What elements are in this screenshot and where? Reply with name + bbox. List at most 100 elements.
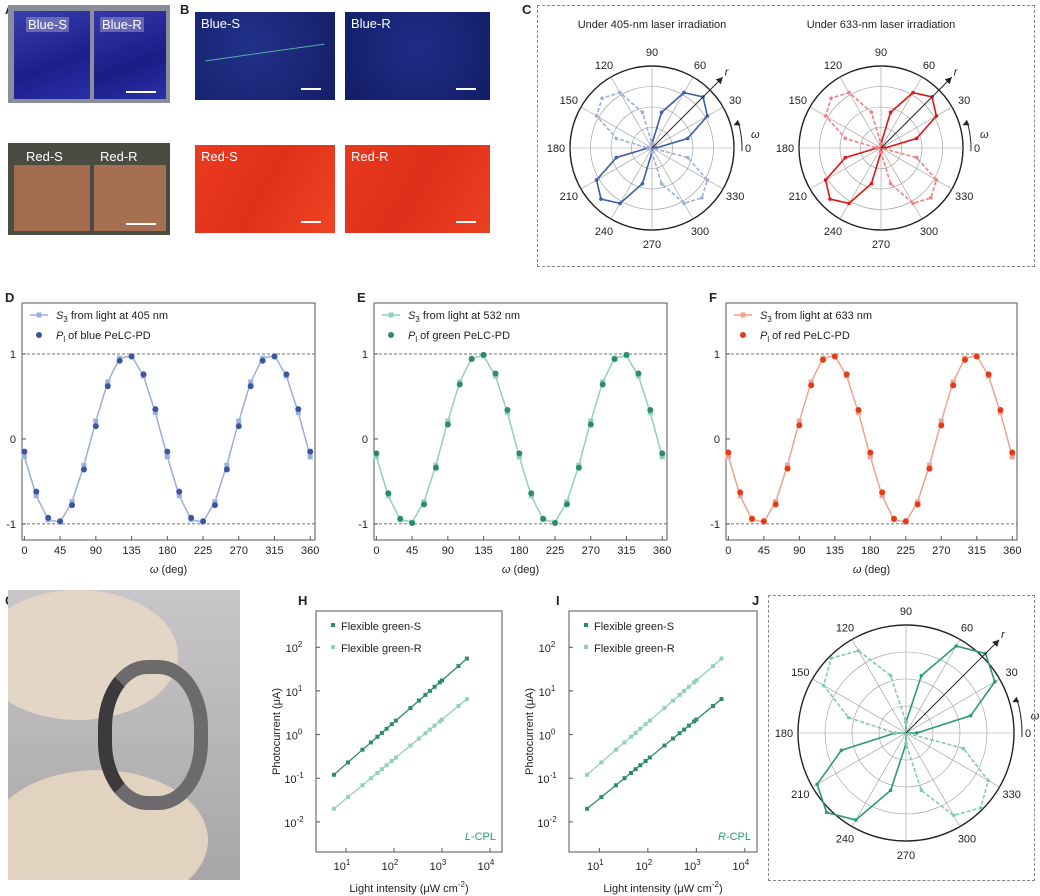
data-point — [904, 720, 908, 724]
data-point-circle — [468, 356, 475, 363]
data-point — [408, 705, 413, 710]
data-point — [670, 698, 675, 703]
y-tick-label: 102 — [286, 640, 303, 655]
legend-entry: S3 from light at 633 nm — [760, 310, 872, 324]
x-tick-label: 360 — [301, 545, 319, 557]
text-span: of red PeLC-PD — [769, 330, 850, 342]
x-tick-label: 270 — [582, 545, 600, 557]
data-point-circle — [188, 514, 195, 521]
data-point — [432, 723, 437, 728]
x-tick-label: 102 — [635, 858, 652, 873]
data-point — [594, 178, 599, 182]
data-point-circle — [914, 501, 921, 508]
plot-frame — [315, 610, 503, 853]
legend-entry: S3 from light at 405 nm — [56, 310, 168, 324]
x-axis-label: ω (deg) — [853, 564, 890, 576]
angle-tick-label: 30 — [1006, 667, 1018, 679]
text-span: 1 — [298, 684, 303, 693]
text-span: -CPL — [726, 831, 751, 843]
angle-tick-label: 330 — [955, 191, 973, 203]
data-point — [919, 788, 924, 793]
data-point — [599, 795, 604, 800]
panel-label-f: F — [709, 290, 717, 305]
data-point — [622, 740, 627, 745]
series-line — [727, 354, 1013, 524]
text-span: S — [760, 310, 768, 322]
data-point-circle — [938, 422, 945, 429]
angle-tick-label: 0 — [1025, 728, 1031, 740]
photo-red-devices: Red-S Red-R — [8, 143, 170, 235]
angle-tick-label: 0 — [974, 143, 980, 155]
arrowhead — [992, 639, 1000, 647]
text-span: 10 — [382, 861, 394, 873]
photo-blue-devices: Blue-S Blue-R — [8, 5, 170, 103]
legend-entry: S3 from light at 532 nm — [408, 310, 520, 324]
panel-label-b: B — [180, 2, 190, 17]
data-point — [423, 692, 428, 697]
data-point — [829, 96, 833, 100]
text-span: ) — [719, 883, 723, 895]
data-point — [700, 196, 704, 200]
angular-gridline — [812, 732, 907, 788]
data-point-circle — [659, 450, 666, 457]
text-span: l — [415, 335, 417, 344]
data-point — [659, 110, 664, 115]
data-point-circle — [432, 464, 439, 471]
angular-gridline — [809, 106, 882, 149]
x-tick-label: 135 — [826, 545, 844, 557]
legend-entry: Pl of green PeLC-PD — [408, 330, 510, 344]
data-point — [934, 178, 939, 182]
data-point — [599, 197, 603, 201]
data-point-circle — [623, 351, 630, 358]
text-span: 3 — [415, 315, 420, 324]
x-tick-label: 45 — [54, 545, 66, 557]
photo-label: Red-S — [201, 149, 238, 164]
data-point-square — [164, 454, 171, 460]
x-tick-label: 102 — [382, 858, 399, 873]
data-point — [853, 818, 858, 822]
y-tick-label: 1 — [714, 349, 720, 361]
data-point-circle — [855, 407, 862, 414]
angle-tick-label: 210 — [791, 789, 809, 801]
data-point-circle — [563, 501, 570, 508]
data-point — [961, 746, 966, 751]
data-point — [662, 705, 667, 710]
angular-gridline — [880, 147, 953, 190]
legend-marker — [584, 623, 588, 627]
data-point — [464, 697, 469, 702]
angular-gridline — [651, 147, 694, 220]
angle-tick-label: 150 — [789, 95, 807, 107]
data-point — [437, 719, 442, 724]
angular-gridline — [851, 732, 907, 827]
angle-tick-label: 30 — [729, 95, 741, 107]
data-point-circle — [283, 371, 290, 378]
text-span: l — [63, 335, 65, 344]
data-point — [888, 181, 893, 186]
data-point — [893, 731, 897, 735]
angle-tick-label: 300 — [920, 226, 938, 238]
data-point — [379, 730, 384, 735]
angular-gridline — [905, 639, 961, 734]
x-tick-label: 135 — [474, 545, 492, 557]
data-point-circle — [480, 351, 487, 358]
photo-flexible-device — [8, 590, 240, 880]
r-axis-label: r — [1001, 629, 1006, 641]
data-point-circle — [831, 353, 838, 360]
data-point — [633, 767, 638, 772]
panel-label-i: I — [556, 593, 560, 608]
y-tick-label: 0 — [362, 434, 368, 446]
angle-label: ω — [751, 129, 760, 141]
data-point-circle — [421, 501, 428, 508]
angle-tick-label: 90 — [875, 47, 887, 59]
data-point-circle — [200, 518, 207, 525]
chart-f: 0 45 90 135 180 225 270 315 360 -1 0 1 ω (deg) S3 fro… — [710, 302, 1021, 576]
x-tick-label: 103 — [430, 858, 447, 873]
text-span: 10 — [334, 861, 346, 873]
angle-tick-label: 120 — [836, 622, 854, 634]
scale-bar — [456, 88, 476, 90]
text-span: 10 — [537, 818, 549, 830]
y-tick-label: -1 — [6, 519, 16, 531]
angle-tick-label: 180 — [776, 143, 794, 155]
data-point-circle — [784, 465, 791, 472]
x-tick-label: 270 — [230, 545, 248, 557]
